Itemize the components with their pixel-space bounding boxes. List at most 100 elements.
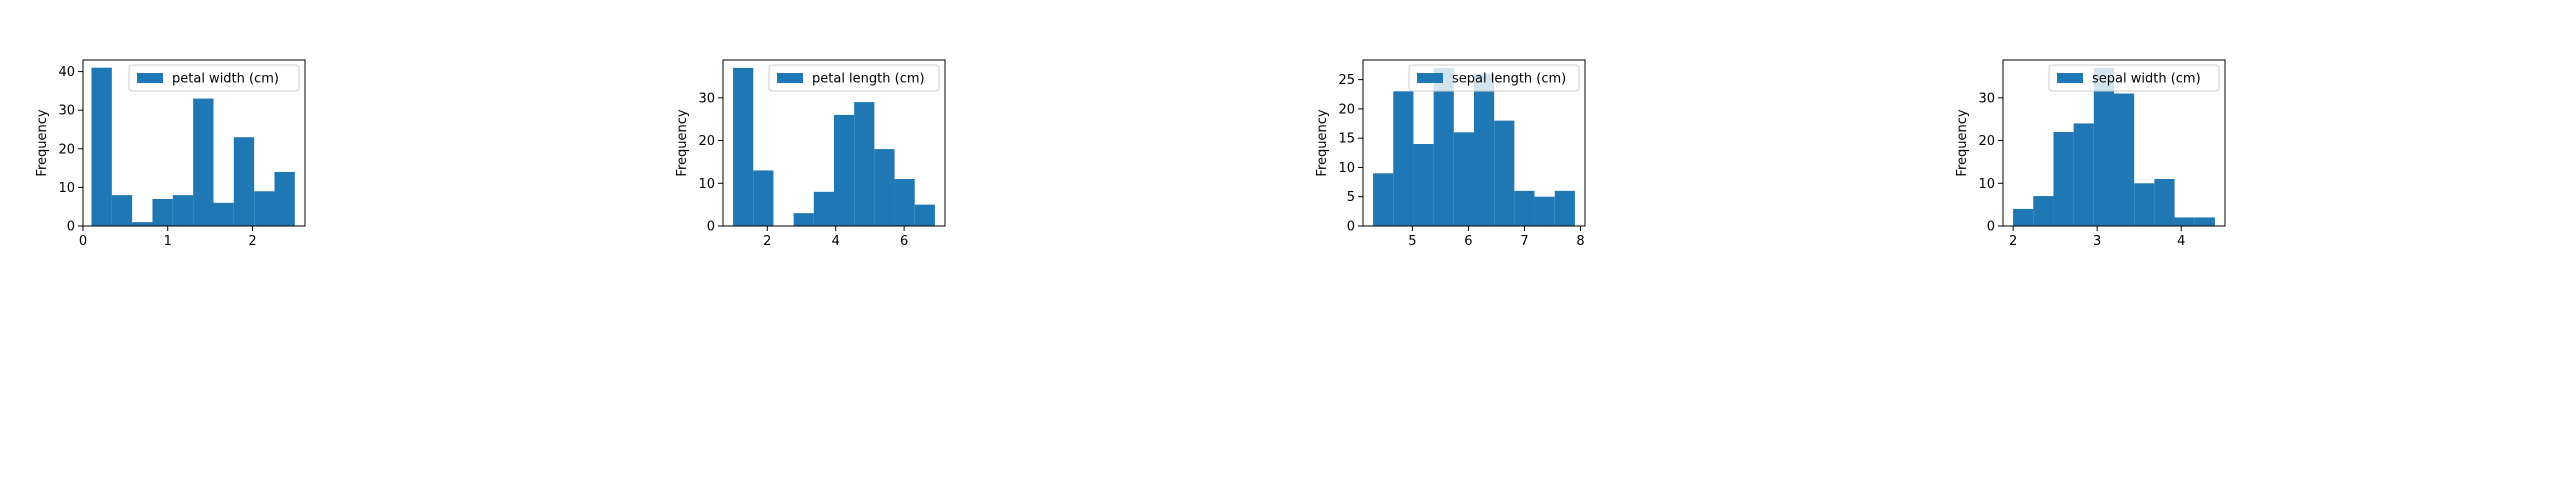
histogram-bar <box>2194 217 2215 226</box>
histogram-bar <box>2033 196 2054 226</box>
y-tick-label: 20 <box>58 142 75 157</box>
x-tick-label: 4 <box>832 234 840 249</box>
x-tick-label: 6 <box>900 234 908 249</box>
x-tick-label: 4 <box>2177 234 2185 249</box>
histogram-bar <box>1413 144 1434 226</box>
legend: petal length (cm) <box>768 64 940 92</box>
x-tick-label: 0 <box>79 234 87 249</box>
x-tick-label: 2 <box>2009 234 2017 249</box>
histogram-bar <box>152 198 173 226</box>
legend-swatch <box>2057 73 2083 83</box>
y-tick-label: 10 <box>58 181 75 196</box>
y-tick-label: 40 <box>58 65 75 80</box>
legend-box <box>128 64 300 92</box>
histogram-bar <box>1554 190 1575 226</box>
histogram-bar <box>111 195 133 226</box>
histogram-bar <box>2073 123 2094 226</box>
histogram-bar <box>2154 179 2175 226</box>
y-axis-label: Frequency <box>35 109 50 176</box>
histogram-bar <box>1534 196 1555 226</box>
legend: sepal width (cm) <box>2048 64 2220 92</box>
histogram-bar <box>233 137 255 226</box>
histogram-bar <box>1494 120 1515 226</box>
histogram-bar <box>854 102 875 226</box>
legend-box <box>768 64 940 92</box>
histogram-bar <box>132 222 153 226</box>
subplot-3: 5 6 7 8 0 5 10 15 20 25 Frequency sepal length (cm) <box>1315 59 1586 249</box>
y-tick-label: 0 <box>67 220 75 235</box>
x-tick-label: 6 <box>1464 234 1472 249</box>
x-tick-label: 1 <box>164 234 172 249</box>
subplot-4: 2 3 4 0 10 20 30 Frequency sepal width (cm) <box>1955 59 2226 249</box>
subplot-2: 2 4 6 0 10 20 30 Frequency petal length (cm) <box>675 59 946 249</box>
y-tick-label: 20 <box>698 134 715 149</box>
histogram-bar <box>2013 208 2034 226</box>
y-tick-label: 10 <box>698 177 715 192</box>
y-tick-label: 30 <box>58 104 75 119</box>
histogram-bar <box>91 67 112 226</box>
histogram-bar <box>793 213 814 226</box>
histogram-bar <box>813 191 834 226</box>
histogram-bar <box>172 195 194 226</box>
legend: sepal length (cm) <box>1408 64 1580 92</box>
histogram-bar <box>2174 217 2195 226</box>
histogram-bar <box>834 114 855 226</box>
y-tick-label: 20 <box>1338 102 1355 117</box>
histogram-bar <box>2114 93 2135 226</box>
histogram-bar <box>733 67 754 227</box>
y-tick-label: 25 <box>1338 73 1355 88</box>
y-tick-label: 10 <box>1978 177 1995 192</box>
histogram-bar <box>2093 67 2114 227</box>
histogram-bar <box>213 202 234 226</box>
histogram-bar <box>1373 173 1394 226</box>
histogram-bar <box>1433 67 1454 227</box>
histogram-bar <box>914 204 935 226</box>
histogram-bar <box>1474 73 1495 226</box>
axes-frame <box>1362 59 1586 227</box>
legend-swatch <box>137 73 163 83</box>
y-axis-label: Frequency <box>1315 109 1330 176</box>
x-tick-label: 7 <box>1520 234 1528 249</box>
histogram-bar <box>874 149 895 226</box>
axes-frame <box>82 59 306 227</box>
y-tick-label: 0 <box>1347 220 1355 235</box>
y-tick-label: 10 <box>1338 161 1355 176</box>
y-axis-label: Frequency <box>675 109 690 176</box>
histogram-bar <box>2053 132 2074 226</box>
histogram-bar <box>753 170 774 226</box>
legend-label: sepal length (cm) <box>1452 72 1566 87</box>
histogram-bar <box>894 179 915 226</box>
y-tick-label: 5 <box>1347 190 1355 205</box>
x-tick-label: 2 <box>248 234 256 249</box>
y-tick-label: 0 <box>707 220 715 235</box>
histogram-bar <box>1514 190 1535 226</box>
y-tick-label: 0 <box>1987 220 1995 235</box>
x-tick-label: 8 <box>1576 234 1584 249</box>
legend-swatch <box>777 73 803 83</box>
legend-label: sepal width (cm) <box>2092 72 2201 87</box>
axes-frame <box>2002 59 2226 227</box>
y-tick-label: 30 <box>1978 91 1995 106</box>
histogram-bar <box>254 191 275 226</box>
x-tick-label: 3 <box>2093 234 2101 249</box>
x-tick-label: 5 <box>1408 234 1416 249</box>
y-tick-label: 20 <box>1978 134 1995 149</box>
legend-swatch <box>1417 73 1443 83</box>
legend-box <box>2048 64 2220 92</box>
histogram-bar <box>274 171 295 226</box>
legend-label: petal length (cm) <box>812 72 925 87</box>
y-tick-label: 30 <box>698 91 715 106</box>
legend: petal width (cm) <box>128 64 300 92</box>
y-axis-label: Frequency <box>1955 109 1970 176</box>
legend-box <box>1408 64 1580 92</box>
x-tick-label: 2 <box>763 234 771 249</box>
axes-frame <box>722 59 946 227</box>
histogram-bar <box>1453 132 1474 226</box>
histogram-bar <box>1393 91 1414 226</box>
histogram-bar <box>193 98 214 226</box>
y-tick-label: 15 <box>1338 132 1355 147</box>
histogram-bar <box>2134 183 2155 226</box>
legend-label: petal width (cm) <box>172 72 279 87</box>
